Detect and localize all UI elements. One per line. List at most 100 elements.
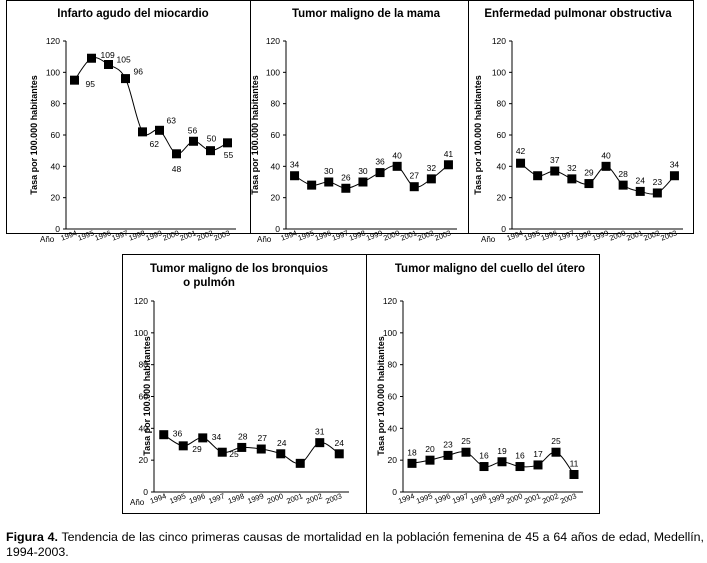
- figure-caption: Figura 4. Tendencia de las cinco primera…: [6, 530, 704, 560]
- x-tick-label: 1996: [540, 228, 559, 242]
- x-tick-label: 1996: [314, 228, 333, 242]
- x-tick-label: 1997: [110, 228, 129, 242]
- x-tick-label: 2002: [195, 228, 214, 242]
- data-label: 48: [172, 164, 182, 174]
- data-point: [315, 438, 325, 448]
- y-axis-label: Tasa por 100.000 habitantes: [376, 336, 386, 455]
- data-label: 34: [290, 160, 300, 170]
- data-label: 29: [192, 444, 202, 454]
- data-point: [334, 449, 344, 459]
- panel-frames: [6, 0, 694, 514]
- data-label: 24: [277, 438, 287, 448]
- data-label: 40: [601, 150, 611, 160]
- x-tick-label: 2001: [523, 491, 542, 505]
- data-point: [515, 462, 525, 472]
- series-line: [294, 164, 449, 189]
- data-point: [87, 53, 96, 63]
- x-tick-label: 2003: [433, 228, 452, 242]
- data-label: 17: [533, 449, 543, 459]
- data-point: [70, 75, 79, 85]
- data-label: 16: [479, 451, 489, 461]
- data-label: 11: [570, 458, 579, 468]
- top-row-frame: [6, 0, 694, 234]
- x-axis-label: Año: [481, 235, 496, 244]
- data-label: 30: [324, 166, 334, 176]
- chart-panel: Tumor maligno de los bronquios o pulmón Ta…: [130, 263, 349, 507]
- data-point: [533, 460, 543, 470]
- y-tick-label: 60: [51, 130, 61, 140]
- data-point: [461, 447, 471, 457]
- chart-title: Enfermedad pulmonar obstructiva: [484, 8, 672, 20]
- data-label: 34: [670, 160, 680, 170]
- y-tick-label: 0: [143, 487, 148, 497]
- x-tick-label: 2003: [659, 228, 678, 242]
- data-label: 42: [516, 146, 526, 156]
- x-tick-label: 1997: [331, 228, 350, 242]
- x-tick-label: 2003: [212, 228, 231, 242]
- x-tick-label: 2002: [416, 228, 435, 242]
- y-tick-label: 20: [139, 455, 149, 465]
- data-label: 62: [150, 139, 160, 149]
- x-tick-label: 2001: [285, 491, 304, 505]
- data-label: 23: [443, 439, 453, 449]
- data-point: [618, 180, 628, 190]
- x-tick-label: 1996: [93, 228, 112, 242]
- series-line: [520, 162, 675, 195]
- y-tick-label: 120: [492, 36, 506, 46]
- data-point: [375, 168, 385, 178]
- y-tick-label: 100: [492, 67, 506, 77]
- data-point: [497, 457, 507, 467]
- y-tick-label: 60: [139, 392, 149, 402]
- data-point: [426, 174, 436, 184]
- data-label: 27: [258, 433, 268, 443]
- y-tick-label: 40: [388, 423, 398, 433]
- x-tick-label: 1994: [59, 228, 78, 242]
- chart-panel: Tumor maligno de la mama Tasa por 100.000…: [250, 8, 457, 244]
- data-point: [409, 182, 419, 192]
- series-line: [163, 434, 340, 465]
- data-point: [443, 160, 453, 170]
- x-tick-label: 1999: [144, 228, 163, 242]
- bottom-row-frame: [122, 254, 600, 514]
- data-point: [237, 442, 247, 452]
- y-tick-label: 80: [51, 99, 61, 109]
- data-label: 109: [101, 50, 115, 60]
- data-label: 36: [375, 157, 385, 167]
- data-point: [290, 171, 300, 181]
- x-tick-label: 1995: [415, 491, 434, 505]
- y-tick-label: 120: [46, 36, 60, 46]
- x-tick-label: 1996: [188, 491, 207, 505]
- data-point: [341, 183, 351, 193]
- y-tick-label: 80: [271, 99, 281, 109]
- data-point: [635, 186, 645, 196]
- y-tick-label: 120: [266, 36, 280, 46]
- data-point: [256, 444, 266, 454]
- x-tick-label: 1998: [227, 491, 246, 505]
- chart-panel: Enfermedad pulmonar obstructiva Tasa por …: [473, 8, 683, 244]
- x-tick-label: 1999: [365, 228, 384, 242]
- data-point: [550, 166, 560, 176]
- x-axis-label: Año: [257, 235, 272, 244]
- data-label: 27: [410, 171, 420, 181]
- data-point: [223, 138, 232, 148]
- data-label: 28: [618, 169, 628, 179]
- data-label: 30: [358, 166, 368, 176]
- series-line: [411, 451, 575, 475]
- y-axis-label: Tasa por 100.000 habitantes: [142, 336, 152, 455]
- x-tick-label: 1996: [433, 491, 452, 505]
- data-point: [295, 458, 305, 468]
- x-tick-label: 1998: [574, 228, 593, 242]
- x-tick-label: 1998: [127, 228, 146, 242]
- x-tick-label: 2002: [541, 491, 560, 505]
- y-tick-label: 120: [383, 296, 397, 306]
- x-tick-label: 1998: [469, 491, 488, 505]
- data-label: 32: [567, 163, 577, 173]
- data-point: [533, 171, 543, 181]
- data-label: 25: [461, 436, 471, 446]
- y-tick-label: 40: [51, 161, 61, 171]
- x-tick-label: 1999: [246, 491, 265, 505]
- data-point: [155, 125, 164, 135]
- series-line: [74, 57, 228, 155]
- chart-title: Tumor maligno de la mama: [292, 8, 441, 20]
